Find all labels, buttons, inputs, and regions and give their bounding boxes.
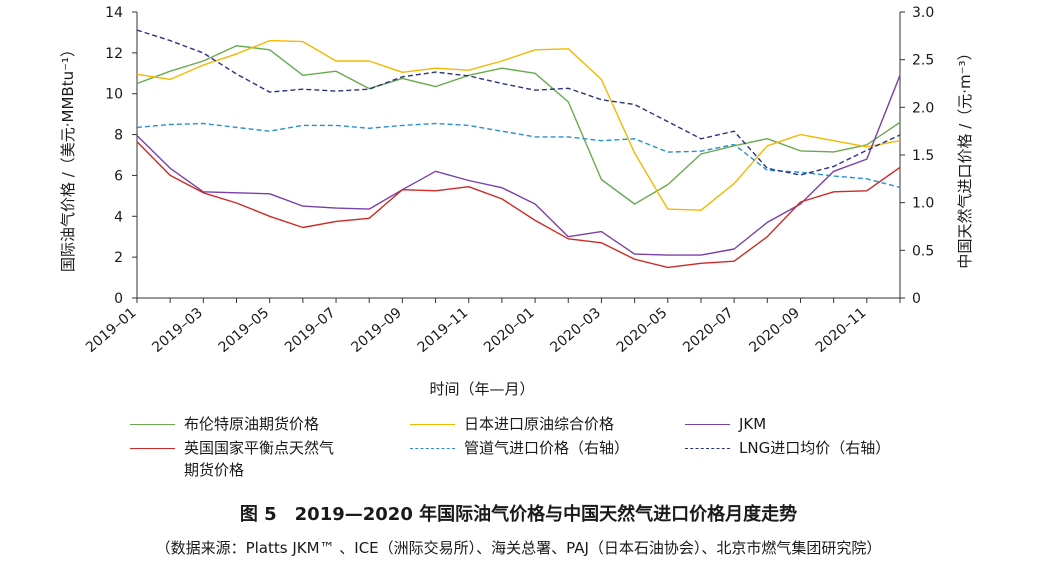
figure-source: （数据来源：Platts JKM™ 、ICE（洲际交易所）、海关总署、PAJ（日… [155, 539, 882, 557]
x-tick-label: 2020–09 [746, 305, 803, 356]
y-axis-right-label: 中国天然气进口价格 /（元·m⁻³） [956, 45, 974, 268]
right-y-axis: 0 0.5 1.0 1.5 2.0 2.5 3.0 [900, 5, 934, 307]
left-y-axis: 0 2 4 6 8 10 12 14 [105, 5, 137, 307]
legend-label-brent: 布伦特原油期货价格 [184, 415, 320, 433]
left-tick-label: 10 [105, 87, 123, 103]
right-tick-label: 0.5 [912, 243, 934, 259]
x-tick-label: 2020–07 [680, 305, 737, 356]
right-tick-label: 0 [912, 291, 921, 307]
legend-swatch-lng [685, 448, 730, 449]
right-tick-label: 1.0 [912, 196, 934, 212]
x-tick-label: 2020–05 [614, 305, 671, 356]
legend-label-jkm: JKM [739, 415, 767, 433]
x-tick-label: 2020–03 [547, 305, 604, 356]
y-axis-left-label: 国际油气价格 /（美元·MMBtu⁻¹） [59, 42, 77, 272]
right-tick-label: 2.5 [912, 53, 934, 69]
legend-label-lng: LNG进口均价（右轴） [739, 439, 891, 457]
series-line-4 [136, 122, 901, 189]
series-line-5 [136, 29, 901, 176]
left-tick-label: 4 [114, 209, 123, 225]
right-tick-label: 3.0 [912, 5, 934, 21]
legend-label-nbp: 英国国家平衡点天然气 [184, 439, 335, 457]
left-tick-label: 12 [105, 46, 123, 62]
legend-swatch-pipeline [410, 448, 455, 449]
series-group [136, 29, 901, 269]
x-tick-label: 2019–05 [216, 305, 273, 356]
legend-label-nbp-line2: 期货价格 [184, 461, 245, 479]
figure-title: 图 5 2019—2020 年国际油气价格与中国天然气进口价格月度走势 [239, 504, 798, 525]
legend-swatch-nbp [130, 448, 175, 449]
x-tick-label: 2019–11 [415, 305, 472, 356]
left-tick-label: 0 [114, 291, 123, 307]
series-line-3 [136, 141, 901, 269]
x-axis-label: 时间（年—月） [429, 380, 534, 398]
legend-swatch-japan-crude [410, 424, 455, 425]
left-tick-label: 6 [114, 168, 123, 184]
legend-swatch-brent [130, 424, 175, 425]
legend-label-japan-crude: 日本进口原油综合价格 [464, 415, 615, 433]
x-tick-label: 2020–11 [813, 305, 870, 356]
series-line-1 [136, 39, 901, 211]
series-line-2 [136, 75, 901, 256]
legend-swatch-jkm [685, 424, 730, 425]
x-tick-label: 2019–09 [348, 305, 405, 356]
x-tick-label: 2019–03 [149, 305, 206, 356]
left-tick-label: 2 [114, 250, 123, 266]
x-tick-label: 2019–07 [282, 305, 339, 356]
left-tick-label: 8 [114, 128, 123, 144]
x-tick-label: 2019–01 [83, 305, 140, 356]
right-tick-label: 1.5 [912, 148, 934, 164]
right-tick-label: 2.0 [912, 100, 934, 116]
left-tick-label: 14 [105, 5, 123, 21]
legend-label-pipeline: 管道气进口价格（右轴） [464, 439, 630, 457]
x-tick-label: 2020–01 [481, 305, 538, 356]
series-line-0 [136, 45, 901, 205]
x-axis: 2019–01 2019–03 2019–05 2019–07 2019–09 2019–… [83, 298, 901, 356]
